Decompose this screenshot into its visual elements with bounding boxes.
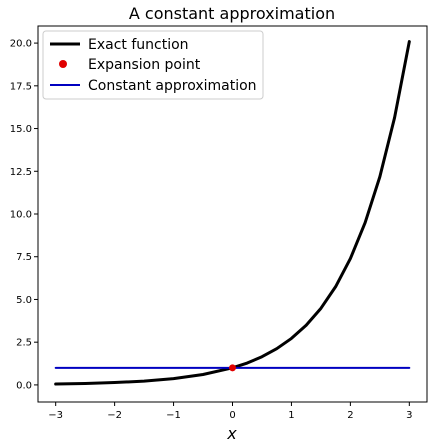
legend: Exact function Expansion point Constant … — [42, 30, 264, 100]
y-axis-ticks: 0.0 2.5 5.0 7.5 10.0 12.5 15.0 17.5 20.0 — [10, 39, 38, 391]
y-tick-label: 10.0 — [10, 210, 32, 221]
x-tick-label: −3 — [48, 410, 63, 421]
series-exact-function — [54, 40, 411, 386]
x-axis-label: x — [226, 424, 237, 443]
x-tick-label: 0 — [229, 410, 235, 421]
y-tick-label: 12.5 — [10, 167, 32, 178]
series-expansion-point-marker — [229, 364, 236, 372]
x-tick-label: 1 — [288, 410, 294, 421]
legend-box — [42, 30, 264, 100]
y-tick-label: 20.0 — [10, 39, 32, 50]
series-layer — [54, 40, 411, 386]
y-tick-label: 2.5 — [16, 338, 32, 349]
legend-expansion-point-swatch — [59, 60, 67, 68]
y-tick-label: 0.0 — [16, 380, 32, 391]
y-tick-label: 17.5 — [10, 81, 32, 92]
chart-title: A constant approximation — [129, 4, 335, 23]
x-tick-label: 2 — [347, 410, 353, 421]
y-tick-label: 15.0 — [10, 124, 32, 135]
legend-exact-function-label: Exact function — [88, 37, 189, 53]
x-tick-label: 3 — [406, 410, 412, 421]
y-tick-label: 7.5 — [16, 252, 32, 263]
x-axis-ticks: −3 −2 −1 0 1 2 3 — [48, 402, 413, 421]
x-tick-label: −2 — [107, 410, 122, 421]
y-tick-label: 5.0 — [16, 295, 32, 306]
legend-expansion-point-label: Expansion point — [88, 57, 201, 73]
x-tick-label: −1 — [166, 410, 181, 421]
legend-constant-approximation-label: Constant approximation — [88, 78, 257, 94]
